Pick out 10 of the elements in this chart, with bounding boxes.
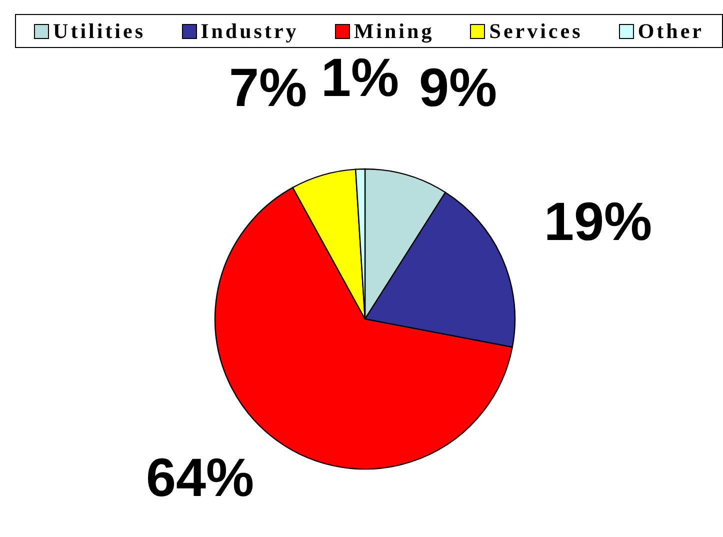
legend-label: Mining bbox=[354, 18, 434, 44]
data-label: 1% bbox=[320, 48, 400, 108]
data-label: 7% bbox=[228, 58, 308, 118]
legend-label: Industry bbox=[200, 18, 299, 44]
legend-label: Services bbox=[489, 18, 583, 44]
legend-label: Utilities bbox=[53, 18, 146, 44]
data-label: 64% bbox=[146, 448, 254, 508]
data-label: 9% bbox=[418, 58, 498, 118]
data-label: 19% bbox=[544, 192, 652, 252]
legend-label: Other bbox=[638, 18, 704, 44]
